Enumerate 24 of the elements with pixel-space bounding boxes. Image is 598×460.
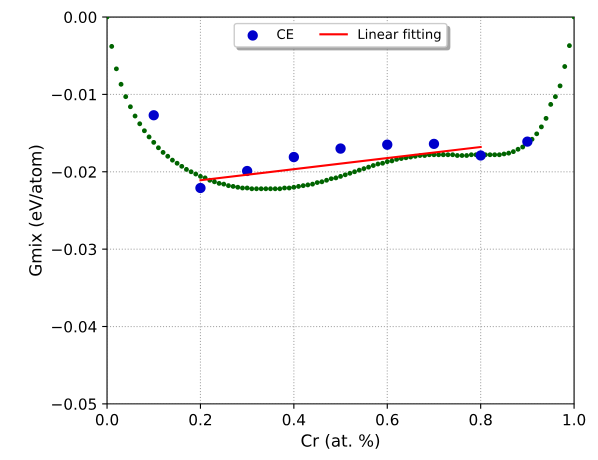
y-tick-label: −0.05 <box>52 398 96 410</box>
point <box>522 136 533 147</box>
point <box>428 138 440 150</box>
y-tick-label: −0.03 <box>52 244 96 256</box>
y-tick-label: 0.00 <box>64 11 96 24</box>
x-axis-title: Cr (at. %) <box>302 434 380 449</box>
y-tick-label: −0.01 <box>52 88 96 100</box>
x-tick-label: 0.6 <box>376 414 398 426</box>
point <box>195 182 206 194</box>
y-tick-label: −0.04 <box>52 320 96 333</box>
legend-label: Linear fitting <box>358 28 440 42</box>
x-tick-label: 0.4 <box>282 414 306 426</box>
x-tick-label: 0.8 <box>470 414 492 426</box>
legend-label: CE <box>277 29 294 40</box>
y-tick-label: −0.02 <box>52 166 96 178</box>
x-tick-label: 0.0 <box>96 414 118 426</box>
x-tick-label: 1.0 <box>564 414 586 426</box>
point <box>476 150 486 161</box>
point <box>382 140 392 150</box>
point <box>148 110 159 120</box>
y-axis-title: Gmix (eV/atom) <box>28 146 44 276</box>
point <box>288 152 300 162</box>
point <box>335 143 346 154</box>
x-tick-label: 0.2 <box>189 414 212 426</box>
